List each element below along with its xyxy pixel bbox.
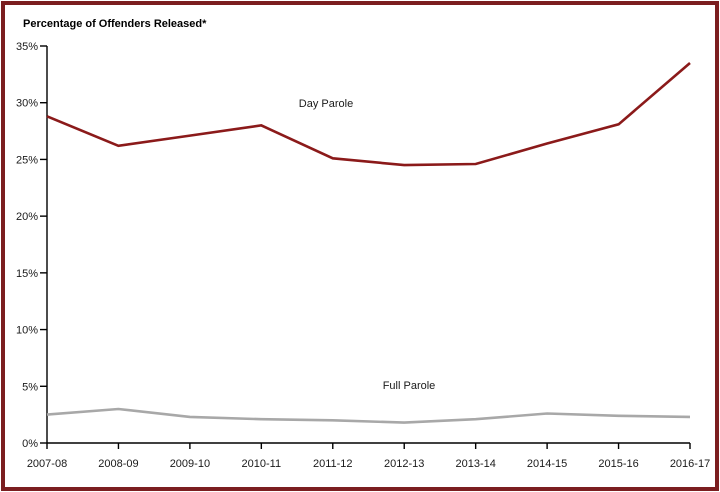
x-axis-tick-label: 2015-16	[598, 458, 638, 470]
chart-title: Percentage of Offenders Released*	[23, 18, 207, 30]
y-axis-tick-label: 5%	[22, 381, 38, 393]
x-axis-tick-label: 2013-14	[455, 458, 495, 470]
x-axis-tick-label: 2007-08	[27, 458, 67, 470]
y-axis-tick-label: 30%	[16, 98, 38, 110]
series-line-full-parole	[46, 407, 691, 424]
x-axis-tick-label: 2009-10	[170, 458, 210, 470]
x-axis-tick-label: 2008-09	[98, 458, 138, 470]
x-axis-tick-label: 2014-15	[527, 458, 567, 470]
x-axis-tick-label: 2010-11	[242, 458, 282, 470]
series-label-full-parole: Full Parole	[383, 380, 436, 392]
y-axis-tick-label: 0%	[22, 438, 38, 450]
x-axis-tick-label: 2016-17	[670, 458, 710, 470]
series-line-day-parole	[46, 62, 691, 167]
y-axis-tick-label: 35%	[16, 41, 38, 53]
series-label-day-parole: Day Parole	[299, 98, 353, 110]
y-axis-tick-label: 15%	[16, 268, 38, 280]
x-axis-tick-label: 2012-13	[384, 458, 424, 470]
x-axis-tick-label: 2011-12	[313, 458, 353, 470]
y-axis-tick-label: 20%	[16, 211, 38, 223]
y-axis-tick-label: 25%	[16, 154, 38, 166]
y-axis-tick-label: 10%	[16, 325, 38, 337]
